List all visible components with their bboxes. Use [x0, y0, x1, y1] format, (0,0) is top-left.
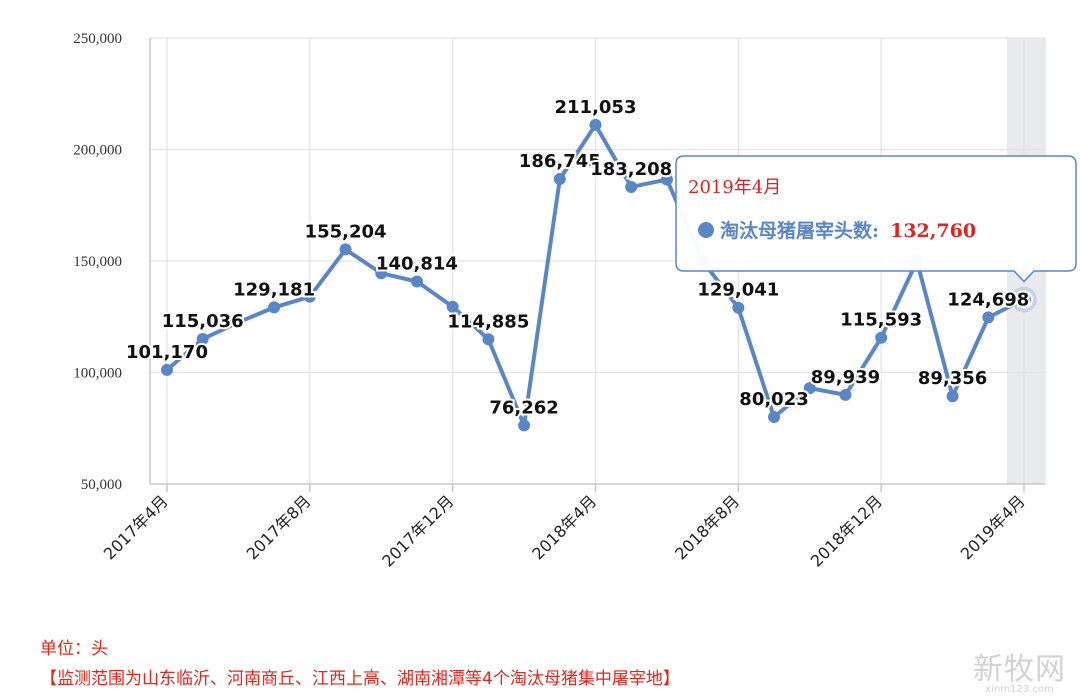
data-point	[446, 300, 459, 313]
data-label: 115,593	[840, 310, 922, 331]
tooltip-title: 2019年4月	[688, 177, 781, 198]
x-tick-label: 2017年12月	[378, 491, 457, 570]
watermark-logo: 新牧网 xinm123.com	[973, 644, 1066, 695]
data-label: 183,208	[590, 159, 672, 180]
y-tick-label: 50,000	[81, 477, 122, 493]
data-point	[875, 331, 888, 344]
y-tick-label: 150,000	[73, 254, 122, 270]
x-tick-label: 2017年4月	[100, 491, 172, 563]
data-point	[1015, 290, 1033, 309]
data-point	[196, 332, 209, 345]
data-points	[161, 118, 1037, 432]
data-labels: 101,170 115,036 129,181 155,204 140,814 114,8…	[124, 95, 1031, 421]
grid-lines	[150, 37, 1046, 492]
data-point	[482, 333, 495, 346]
data-point	[982, 311, 995, 324]
data-point	[946, 390, 959, 403]
y-tick-label: 200,000	[73, 143, 122, 159]
x-tick-label: 2017年8月	[243, 491, 315, 563]
watermark-main: 新牧网	[973, 652, 1066, 687]
tooltip-box	[675, 155, 1077, 283]
data-point	[589, 118, 602, 131]
data-label: 124,698	[947, 289, 1029, 310]
x-tick-labels: 2017年4月 2017年8月 2017年12月 2018年4月 2018年8月 2018…	[100, 491, 1029, 570]
line-chart: 50,000 100,000 150,000 200,000 250,000 2017年…	[73, 31, 1077, 571]
data-label: 101,170	[126, 342, 208, 363]
data-label: 115,036	[162, 311, 244, 332]
y-tick-label: 100,000	[73, 366, 122, 382]
data-point	[625, 180, 638, 193]
data-point	[660, 173, 673, 186]
data-point	[375, 267, 388, 280]
data-point	[839, 388, 852, 401]
data-point	[232, 316, 245, 329]
data-label: 89,939	[811, 367, 880, 388]
data-label: 114,885	[447, 311, 529, 332]
data-point	[518, 419, 531, 432]
y-tick-labels: 50,000 100,000 150,000 200,000 250,000	[73, 31, 122, 493]
data-label: 186,745	[519, 151, 601, 172]
unit-note: 单位：头	[40, 639, 108, 659]
data-label: 80,023	[739, 389, 808, 410]
data-label: 211,053	[555, 97, 637, 118]
tooltip-series-name: 淘汰母猪屠宰头数:	[720, 219, 879, 242]
data-point	[161, 363, 173, 376]
data-label: 140,814	[376, 253, 458, 274]
data-label: 76,262	[489, 397, 558, 418]
data-label: 129,181	[233, 279, 315, 300]
data-point	[803, 382, 816, 395]
tooltip-line: 淘汰母猪屠宰头数: 132,760	[720, 219, 976, 242]
data-point	[268, 301, 281, 314]
x-tick-label: 2018年4月	[528, 491, 600, 563]
data-point	[303, 290, 316, 303]
x-tick-label: 2018年12月	[807, 491, 886, 570]
tooltip: 2019年4月 淘汰母猪屠宰头数: 132,760	[675, 155, 1077, 283]
data-label: 155,204	[305, 221, 387, 242]
scope-note: 【监测范围为山东临沂、河南商丘、江西上高、湖南湘潭等4个淘汰母猪集中屠宰地】	[40, 669, 680, 689]
data-label: 129,041	[697, 280, 779, 301]
data-point	[768, 411, 781, 424]
data-point	[732, 301, 745, 314]
data-point	[410, 275, 423, 288]
x-tick-label: 2018年8月	[671, 491, 743, 563]
data-point	[339, 243, 352, 256]
data-point	[553, 173, 566, 186]
tooltip-value: 132,760	[890, 220, 976, 242]
data-label: 89,356	[918, 368, 987, 389]
y-tick-label: 250,000	[73, 31, 122, 47]
tooltip-series-marker	[698, 222, 714, 238]
watermark-url: xinm123.com	[985, 684, 1054, 695]
x-tick-label: 2019年4月	[957, 491, 1029, 563]
